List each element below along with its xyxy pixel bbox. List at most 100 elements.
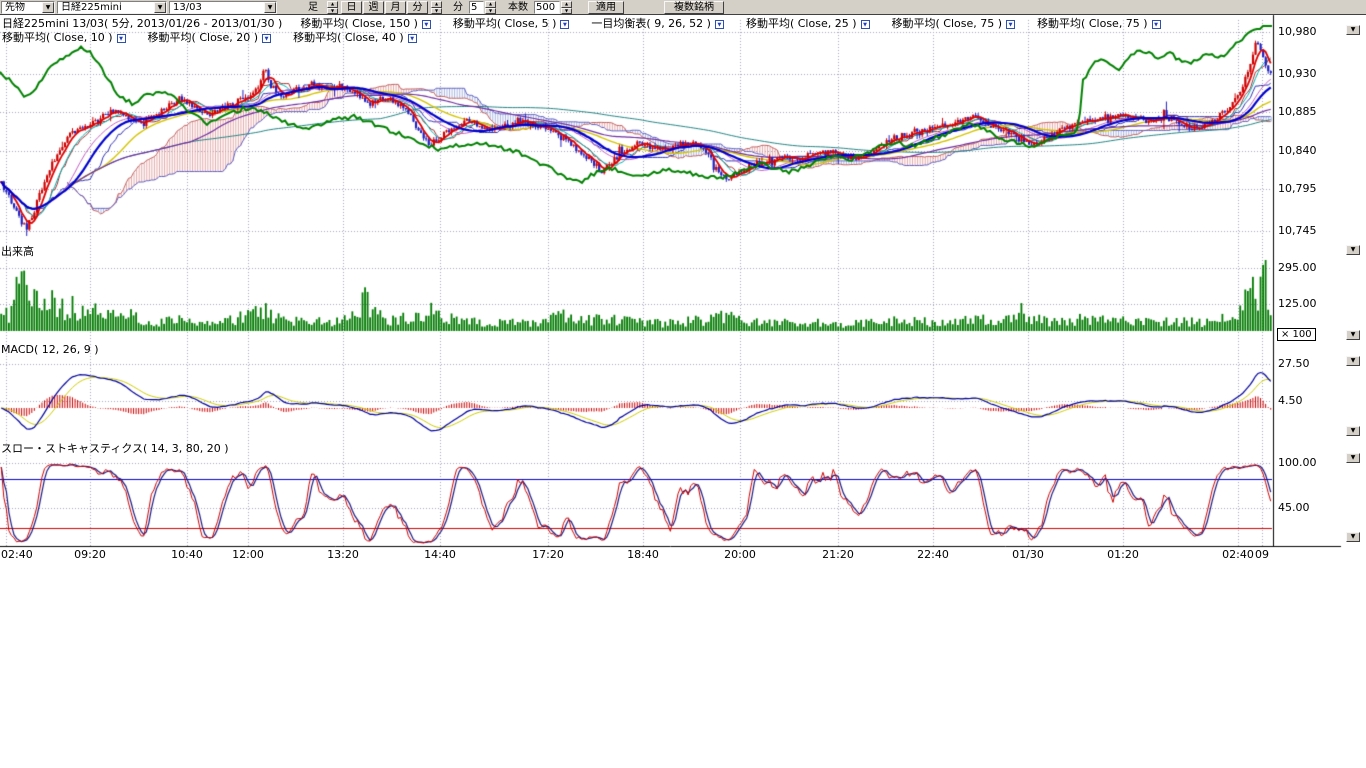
indicator-chip: 移動平均( Close, 75 ) ▼ — [1037, 18, 1161, 30]
time-axis-label: 22:40 — [917, 548, 949, 561]
spinner-up-icon[interactable]: ▲ — [485, 1, 496, 8]
indicator-label: 移動平均( Close, 20 ) — [147, 31, 259, 44]
indicator-dropdown-button[interactable]: ▼ — [421, 19, 431, 29]
multi-symbol-button[interactable]: 複数銘柄 — [664, 1, 724, 14]
price-axis-label: 10,980 — [1278, 25, 1317, 38]
spinner-up-icon[interactable]: ▲ — [431, 1, 442, 8]
pane-collapse-button[interactable]: ▼ — [1346, 356, 1360, 366]
macd-pane-label: MACD( 12, 26, 9 ) — [1, 343, 99, 356]
stoch-axis-label: 100.00 — [1278, 456, 1317, 469]
spinner-up-icon[interactable]: ▲ — [561, 1, 572, 8]
period-button-minute[interactable]: 分 — [407, 1, 428, 14]
spinner-down-icon[interactable]: ▼ — [561, 7, 572, 14]
indicator-chip: 一目均衡表( 9, 26, 52 ) ▼ — [591, 18, 724, 30]
indicator-chip: 移動平均( Close, 5 ) ▼ — [453, 18, 570, 30]
time-axis-label: 21:20 — [822, 548, 854, 561]
price-axis-label: 10,840 — [1278, 144, 1317, 157]
indicator-dropdown-button[interactable]: ▼ — [1006, 19, 1016, 29]
bar-count-input[interactable] — [534, 1, 560, 14]
indicator-dropdown-button[interactable]: ▼ — [714, 19, 724, 29]
price-axis-label: 10,795 — [1278, 182, 1317, 195]
symbol-value: 日経225mini — [61, 2, 122, 13]
time-axis-label: 14:40 — [424, 548, 456, 561]
spinner-down-icon[interactable]: ▼ — [431, 7, 442, 14]
volume-pane-label: 出来高 — [1, 245, 34, 258]
time-axis-label: 02:40 — [1222, 548, 1254, 561]
bar-count-spinner[interactable]: ▲ ▼ — [561, 1, 572, 14]
time-axis-label: 10:40 — [171, 548, 203, 561]
indicator-label: 移動平均( Close, 150 ) — [300, 17, 418, 30]
spinner-up-icon[interactable]: ▲ — [327, 1, 338, 8]
instrument-type-combo[interactable]: 先物 ▼ — [1, 1, 55, 14]
time-axis-label: 12:00 — [232, 548, 264, 561]
pane-collapse-button[interactable]: ▼ — [1346, 426, 1360, 436]
stoch-pane-label: スロー・ストキャスティクス( 14, 3, 80, 20 ) — [1, 442, 229, 455]
macd-axis-label: 4.50 — [1278, 394, 1303, 407]
instrument-type-value: 先物 — [5, 2, 25, 13]
minute-input[interactable] — [469, 1, 484, 14]
period-button-month[interactable]: 月 — [385, 1, 406, 14]
contract-month-value: 13/03 — [173, 2, 202, 13]
time-axis-label: 02:40 — [1, 548, 33, 561]
indicator-dropdown-button[interactable]: ▼ — [262, 33, 272, 43]
bar-type-label: 足 — [308, 2, 318, 13]
spinner-down-icon[interactable]: ▼ — [327, 7, 338, 14]
time-axis-label: 13:20 — [327, 548, 359, 561]
indicator-label: 移動平均( Close, 10 ) — [2, 31, 113, 44]
spinner-down-icon[interactable]: ▼ — [485, 7, 496, 14]
indicator-label: 移動平均( Close, 5 ) — [452, 17, 557, 30]
chevron-down-icon[interactable]: ▼ — [42, 2, 54, 13]
indicator-label: 一目均衡表( 9, 26, 52 ) — [591, 17, 711, 30]
time-axis-label: 18:40 — [627, 548, 659, 561]
chart-title: 日経225mini 13/03( 5分, 2013/01/26 - 2013/0… — [2, 17, 283, 30]
chevron-down-icon[interactable]: ▼ — [264, 2, 276, 13]
indicator-label: 移動平均( Close, 75 ) — [891, 17, 1003, 30]
period-spinner-2[interactable]: ▲ ▼ — [431, 1, 442, 14]
minute-spinner[interactable]: ▲ ▼ — [485, 1, 496, 14]
indicator-dropdown-button[interactable]: ▼ — [560, 19, 570, 29]
indicator-dropdown-button[interactable]: ▼ — [1151, 19, 1161, 29]
macd-axis-label: 27.50 — [1278, 357, 1310, 370]
indicator-dropdown-button[interactable]: ▼ — [116, 33, 126, 43]
indicator-chip: 移動平均( Close, 20 ) ▼ — [148, 32, 272, 44]
price-axis-label: 10,745 — [1278, 224, 1317, 237]
chart-header-row2: 移動平均( Close, 10 ) ▼ 移動平均( Close, 20 ) ▼ 移動平均… — [2, 32, 417, 44]
time-axis-label: 20:00 — [724, 548, 756, 561]
volume-axis-label: 125.00 — [1278, 297, 1317, 310]
volume-multiplier-badge: × 100 — [1277, 328, 1316, 341]
indicator-label: 移動平均( Close, 75 ) — [1037, 17, 1148, 30]
apply-button[interactable]: 適用 — [588, 1, 624, 14]
chart-header-row1: 日経225mini 13/03( 5分, 2013/01/26 - 2013/0… — [2, 18, 1161, 30]
time-axis-label: 09 — [1255, 548, 1269, 561]
stoch-axis-label: 45.00 — [1278, 501, 1310, 514]
pane-collapse-button[interactable]: ▼ — [1346, 453, 1360, 463]
volume-axis-label: 295.00 — [1278, 261, 1317, 274]
indicator-list-row1: 移動平均( Close, 150 ) ▼ 移動平均( Close, 5 ) ▼ 一目均衡… — [300, 17, 1161, 30]
minute-unit-label: 分 — [453, 2, 463, 13]
time-axis-label: 01/30 — [1012, 548, 1044, 561]
indicator-label: 移動平均( Close, 25 ) — [745, 17, 857, 30]
indicator-dropdown-button[interactable]: ▼ — [860, 19, 870, 29]
indicator-chip: 移動平均( Close, 10 ) ▼ — [2, 32, 126, 44]
chevron-down-icon[interactable]: ▼ — [154, 2, 166, 13]
indicator-list-row2: 移動平均( Close, 10 ) ▼ 移動平均( Close, 20 ) ▼ 移動平均… — [2, 32, 417, 44]
period-button-group: 日週月分 — [341, 1, 429, 14]
toolbar: 先物 ▼ 日経225mini ▼ 13/03 ▼ 足 ▲ ▼ 日週月分 ▲ ▼ 分 … — [0, 0, 1366, 15]
time-axis-label: 09:20 — [74, 548, 106, 561]
price-axis-label: 10,885 — [1278, 105, 1317, 118]
pane-collapse-button[interactable]: ▼ — [1346, 245, 1360, 255]
time-axis-label: 01:20 — [1107, 548, 1139, 561]
indicator-dropdown-button[interactable]: ▼ — [407, 33, 417, 43]
period-button-day[interactable]: 日 — [341, 1, 362, 14]
time-axis-label: 17:20 — [532, 548, 564, 561]
indicator-chip: 移動平均( Close, 25 ) ▼ — [746, 18, 870, 30]
pane-collapse-button[interactable]: ▼ — [1346, 330, 1360, 340]
symbol-combo[interactable]: 日経225mini ▼ — [57, 1, 167, 14]
pane-collapse-button[interactable]: ▼ — [1346, 25, 1360, 35]
period-spinner[interactable]: ▲ ▼ — [327, 1, 338, 14]
bar-count-label: 本数 — [508, 2, 528, 13]
contract-month-combo[interactable]: 13/03 ▼ — [169, 1, 277, 14]
pane-collapse-button[interactable]: ▼ — [1346, 532, 1360, 542]
period-button-week[interactable]: 週 — [363, 1, 384, 14]
